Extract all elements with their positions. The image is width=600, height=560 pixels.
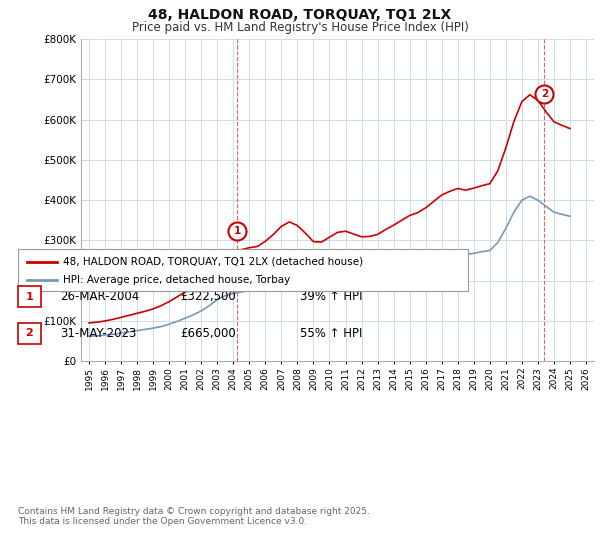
Text: 1: 1 [26,292,33,302]
Text: 2: 2 [26,328,33,338]
Text: 55% ↑ HPI: 55% ↑ HPI [300,326,362,340]
Text: 1: 1 [233,226,241,236]
Text: 26-MAR-2004: 26-MAR-2004 [60,290,139,304]
Text: HPI: Average price, detached house, Torbay: HPI: Average price, detached house, Torb… [63,275,290,285]
Text: 2: 2 [541,88,548,99]
Text: £665,000: £665,000 [180,326,236,340]
Text: 48, HALDON ROAD, TORQUAY, TQ1 2LX: 48, HALDON ROAD, TORQUAY, TQ1 2LX [148,8,452,22]
Text: Price paid vs. HM Land Registry's House Price Index (HPI): Price paid vs. HM Land Registry's House … [131,21,469,34]
Text: 48, HALDON ROAD, TORQUAY, TQ1 2LX (detached house): 48, HALDON ROAD, TORQUAY, TQ1 2LX (detac… [63,256,363,267]
Text: £322,500: £322,500 [180,290,236,304]
Text: 39% ↑ HPI: 39% ↑ HPI [300,290,362,304]
Text: 31-MAY-2023: 31-MAY-2023 [60,326,136,340]
Text: Contains HM Land Registry data © Crown copyright and database right 2025.
This d: Contains HM Land Registry data © Crown c… [18,507,370,526]
